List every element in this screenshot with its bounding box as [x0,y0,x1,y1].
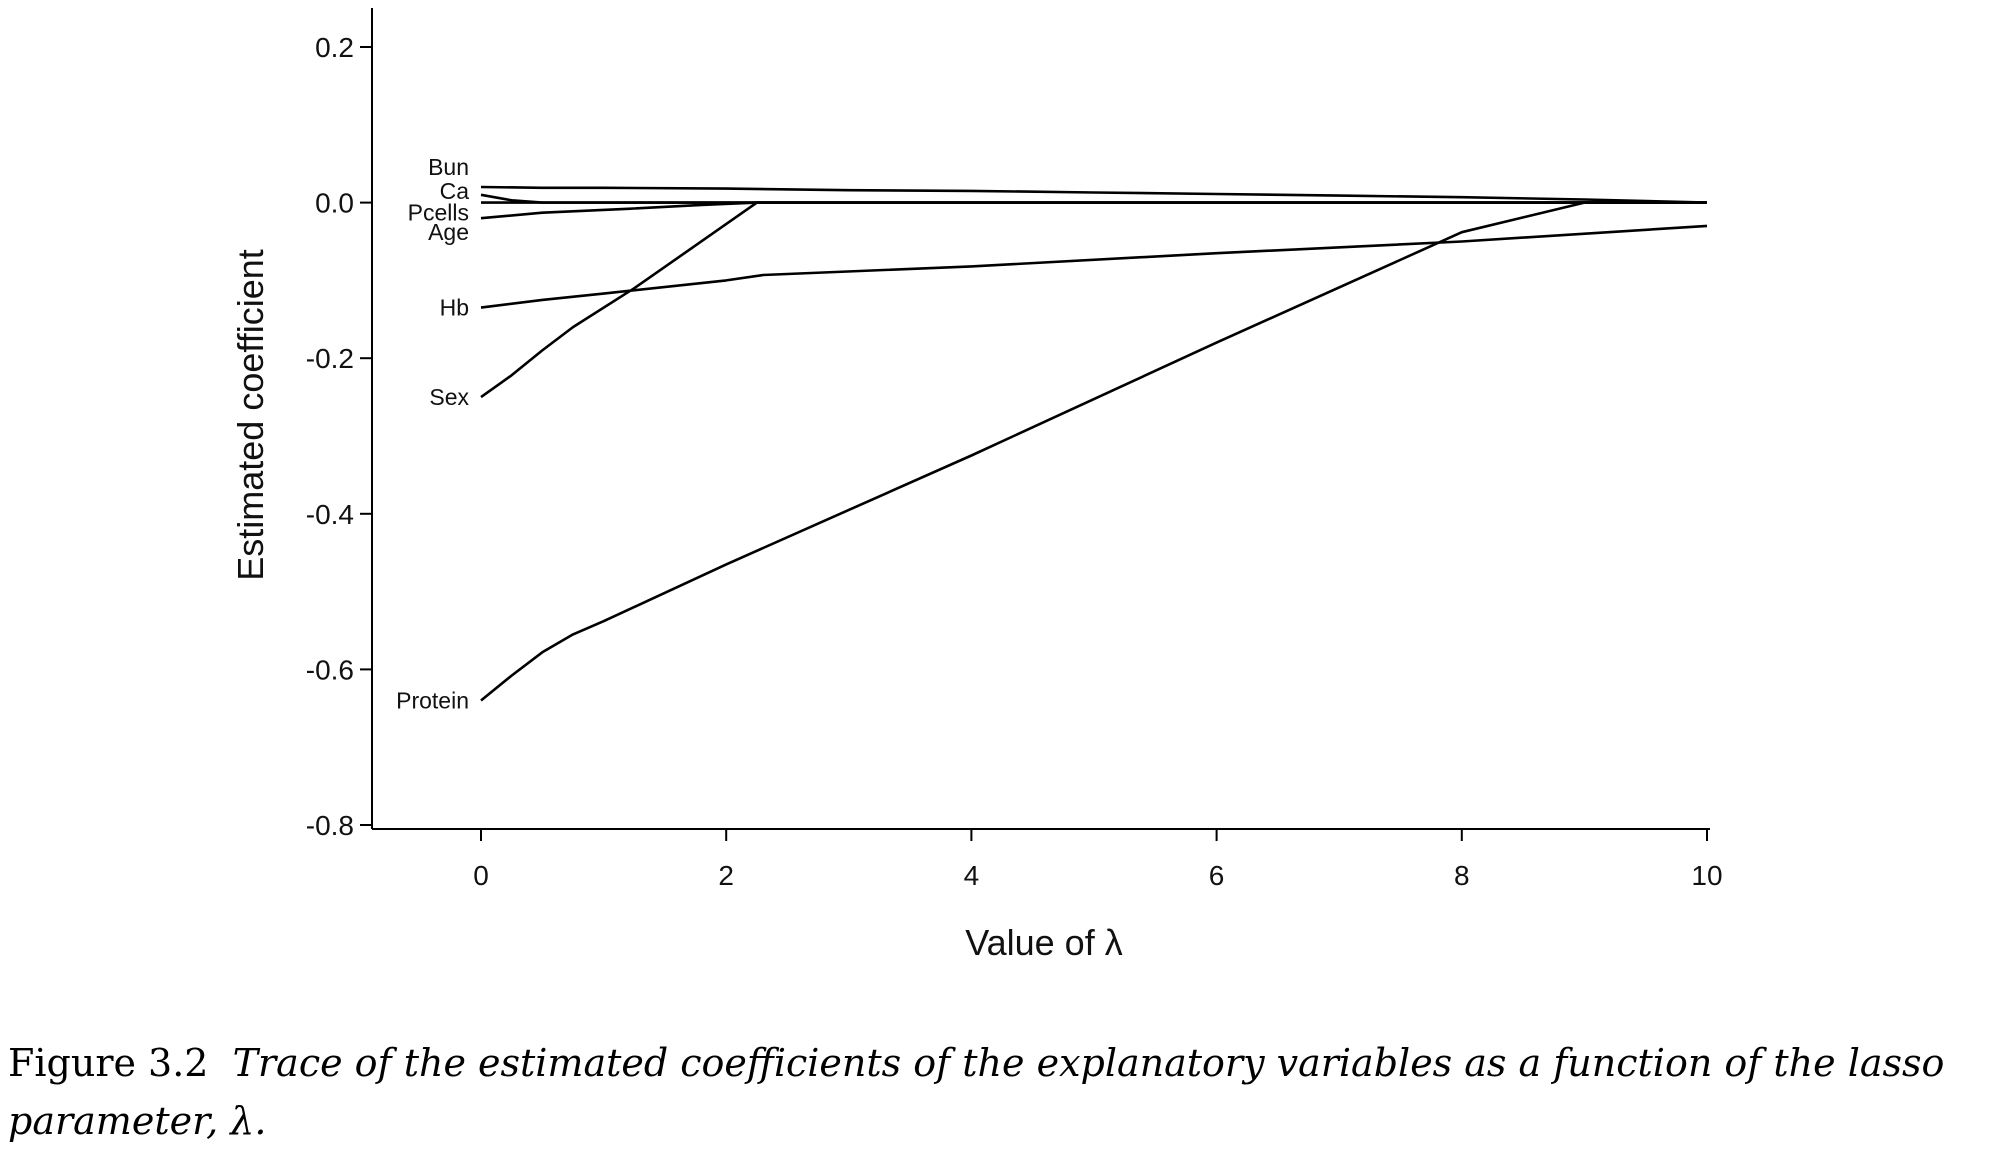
series-lines [480,185,1708,702]
x-tick-label: 2 [718,860,734,891]
x-ticks: 0 2 4 6 8 10 [473,829,1723,891]
x-tick-label: 4 [964,860,980,891]
x-tick-label: 6 [1209,860,1225,891]
series-label-sex: Sex [429,384,469,410]
series-line-sex [480,201,1707,399]
series-label-pcells: Pcells [408,200,469,226]
series-line-bun [480,185,1708,204]
x-tick-label: 8 [1454,860,1470,891]
figure-caption-text: Trace of the estimated coefficients of t… [8,1041,1945,1143]
y-axis-title: Estimated coefficient [230,249,271,581]
figure-number: Figure 3.2 [8,1041,209,1085]
series-line-age [480,201,1707,220]
series-label-protein: Protein [396,688,469,714]
y-ticks: 0.2 0.0 -0.2 -0.4 -0.6 -0.8 [306,32,372,841]
series-label-age: Age [428,219,469,245]
axes [371,8,1710,830]
figure-caption: Figure 3.2 Trace of the estimated coeffi… [8,1034,1993,1150]
coefficient-trace-chart: 0 2 4 6 8 10 0.2 0.0 -0.2 -0.4 -0.6 -0.8 BunCaPcel… [230,8,1723,963]
x-tick-label: 10 [1691,860,1722,891]
series-label-bun: Bun [428,154,469,180]
y-tick-label: -0.6 [306,654,354,685]
x-tick-label: 0 [473,860,489,891]
series-line-hb [480,224,1708,309]
y-tick-label: -0.8 [306,810,354,841]
x-axis-title: Value of λ [965,922,1122,963]
series-label-ca: Ca [440,178,470,204]
y-tick-label: -0.2 [306,343,354,374]
y-tick-label: -0.4 [306,499,354,530]
series-label-hb: Hb [440,295,469,321]
series-line-protein [480,201,1707,702]
y-tick-label: 0.2 [315,32,354,63]
y-tick-label: 0.0 [315,188,354,219]
